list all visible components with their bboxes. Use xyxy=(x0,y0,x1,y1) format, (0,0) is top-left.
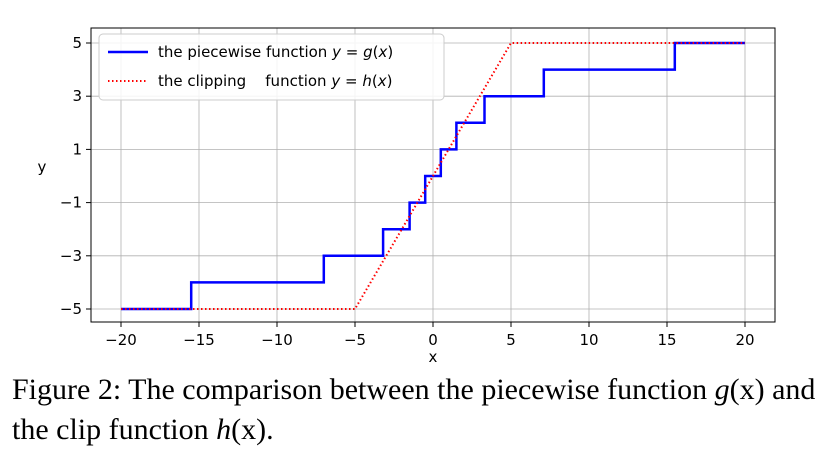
x-tick-label: 15 xyxy=(657,331,676,349)
x-tick-label: 0 xyxy=(428,331,438,349)
caption-suffix: . xyxy=(266,413,274,446)
x-tick-label: 10 xyxy=(579,331,598,349)
legend-label-h: the clipping function y = h(x) xyxy=(158,72,392,90)
x-tick-label: −20 xyxy=(105,331,137,349)
caption-g-symbol: g xyxy=(715,373,730,406)
chart-figure: −20 −15 −10 −5 0 5 10 15 20 −5 −3 −1 1 3 5 x y the pie… xyxy=(0,0,828,370)
x-tick-label: −15 xyxy=(183,331,215,349)
y-tick-label: −5 xyxy=(60,300,82,318)
y-tick-label: −3 xyxy=(60,247,82,265)
x-tick-label: 5 xyxy=(506,331,516,349)
y-tick-label: −1 xyxy=(60,194,82,212)
caption-prefix: Figure 2: The comparison between the pie… xyxy=(12,373,715,406)
x-tick-label: −5 xyxy=(344,331,366,349)
x-tick-label: −10 xyxy=(261,331,293,349)
y-tick-label: 5 xyxy=(72,34,82,52)
y-tick-label: 1 xyxy=(72,140,82,158)
caption-h-symbol: h xyxy=(216,413,231,446)
legend: the piecewise function y = g(x) the clip… xyxy=(99,34,444,100)
legend-label-g: the piecewise function y = g(x) xyxy=(158,43,393,61)
figure-caption: Figure 2: The comparison between the pie… xyxy=(12,370,824,450)
x-axis-label: x xyxy=(429,348,438,366)
caption-h-arg: (x) xyxy=(231,413,266,446)
x-tick-label: 20 xyxy=(735,331,754,349)
y-axis-label: y xyxy=(38,158,47,176)
chart-svg: −20 −15 −10 −5 0 5 10 15 20 −5 −3 −1 1 3 5 x y the pie… xyxy=(0,0,828,370)
y-tick-label: 3 xyxy=(72,87,82,105)
caption-g-arg: (x) xyxy=(730,373,765,406)
